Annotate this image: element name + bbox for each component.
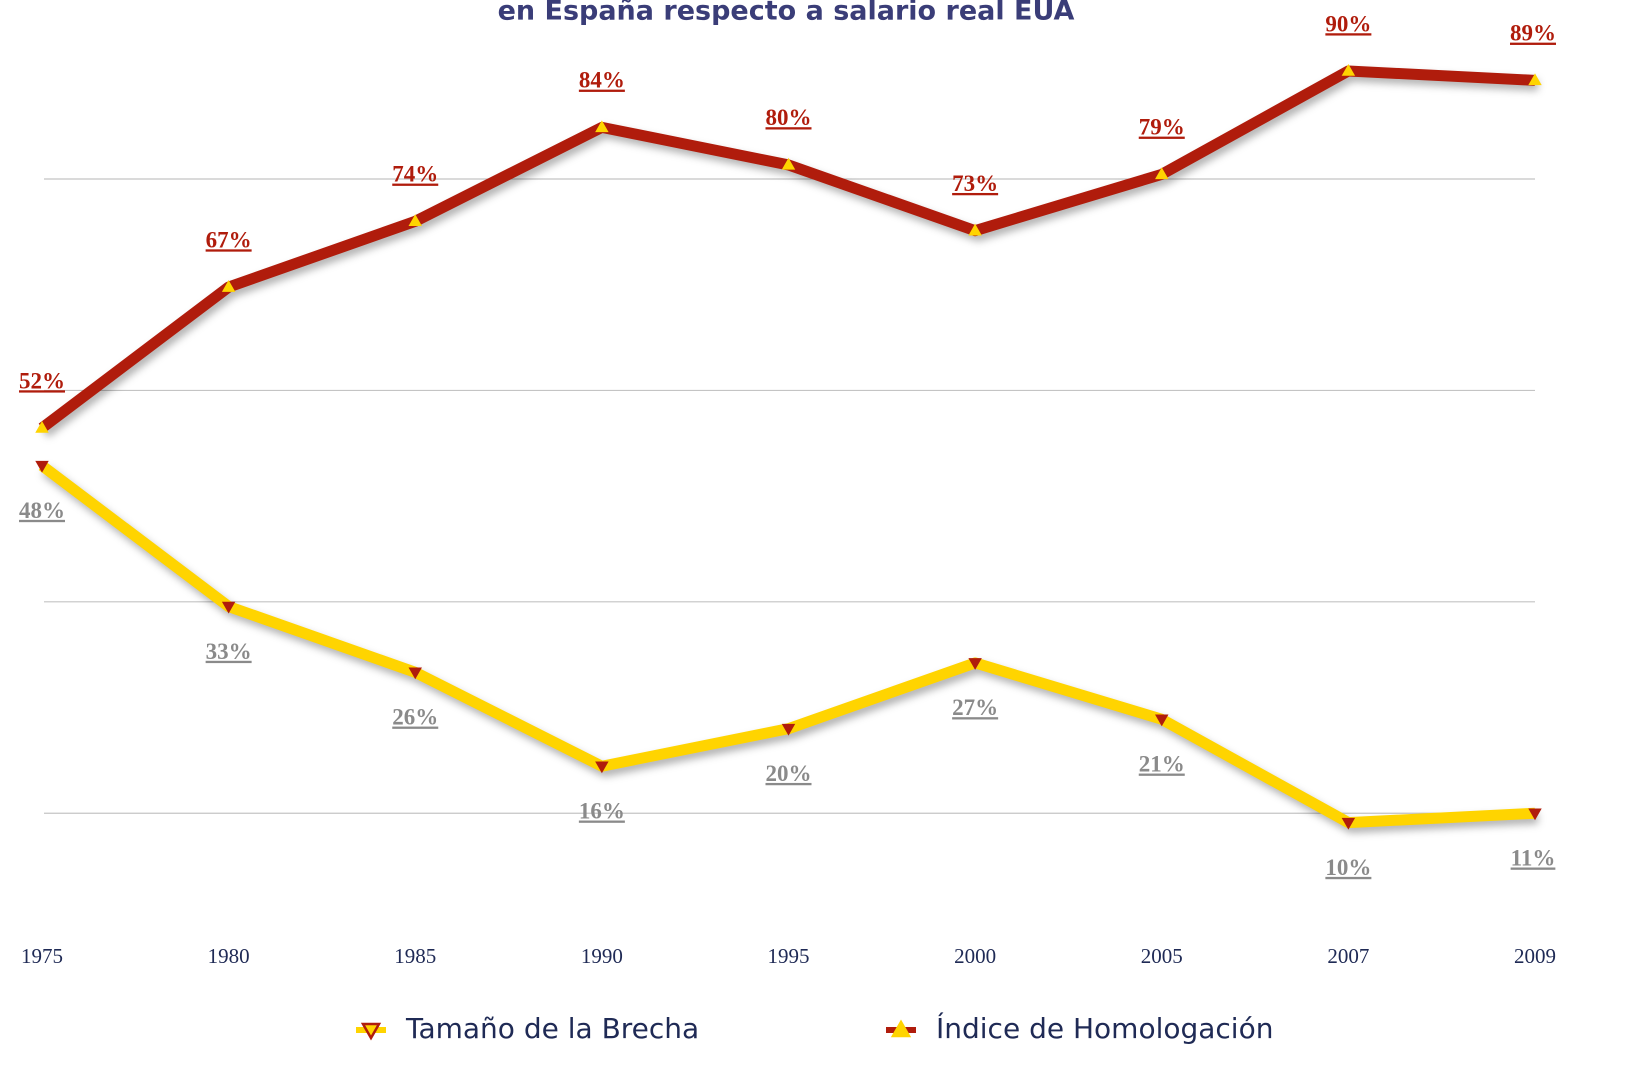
data-label: 67% [206, 227, 252, 252]
marker [1155, 714, 1169, 727]
marker [968, 658, 982, 670]
marker [1528, 808, 1542, 821]
x-tick-label: 2009 [1514, 944, 1556, 968]
legend-marker [360, 1022, 382, 1041]
data-label: 10% [1325, 855, 1371, 880]
data-label: 11% [1511, 846, 1556, 871]
marker [968, 223, 982, 236]
data-label: 33% [206, 639, 252, 664]
marker [35, 460, 49, 473]
marker [1341, 817, 1356, 830]
marker [1155, 167, 1169, 180]
data-label: 79% [1139, 115, 1185, 140]
x-tick-label: 2005 [1141, 944, 1183, 968]
data-label: 21% [1139, 752, 1185, 777]
data-label: 20% [766, 761, 812, 786]
marker [35, 420, 49, 433]
data-label: 16% [579, 799, 625, 824]
marker [781, 157, 796, 170]
data-label: 52% [19, 368, 65, 393]
x-tick-label: 2000 [954, 944, 996, 968]
x-tick-label: 1980 [208, 944, 250, 968]
legend-item: Tamaño de la Brecha [356, 1012, 699, 1045]
data-label: 27% [952, 695, 998, 720]
data-label: 90% [1325, 11, 1371, 36]
marker [408, 214, 422, 227]
data-label: 84% [579, 68, 625, 93]
x-tick-label: 1990 [581, 944, 623, 968]
marker [221, 601, 236, 614]
marker [1341, 63, 1356, 76]
legend-marker [890, 1019, 912, 1038]
legend-label: Tamaño de la Brecha [405, 1012, 699, 1045]
data-label: 74% [392, 162, 438, 187]
x-tick-label: 2007 [1327, 944, 1369, 968]
data-label: 73% [952, 171, 998, 196]
x-tick-label: 1985 [394, 944, 436, 968]
marker [595, 761, 609, 774]
data-label: 26% [392, 705, 438, 730]
marker [781, 723, 796, 736]
marker [1528, 73, 1542, 86]
x-tick-label: 1995 [768, 944, 810, 968]
chart-title: en España respecto a salario real EUA [498, 0, 1075, 27]
data-label: 89% [1510, 21, 1556, 46]
data-label: 48% [19, 498, 65, 523]
marker [408, 667, 422, 680]
marker [221, 280, 236, 292]
x-tick-label: 1975 [21, 944, 63, 968]
legend-item: Índice de Homologación [886, 1011, 1273, 1045]
legend-label: Índice de Homologación [936, 1011, 1273, 1045]
data-label: 80% [766, 105, 812, 130]
marker [595, 120, 609, 133]
